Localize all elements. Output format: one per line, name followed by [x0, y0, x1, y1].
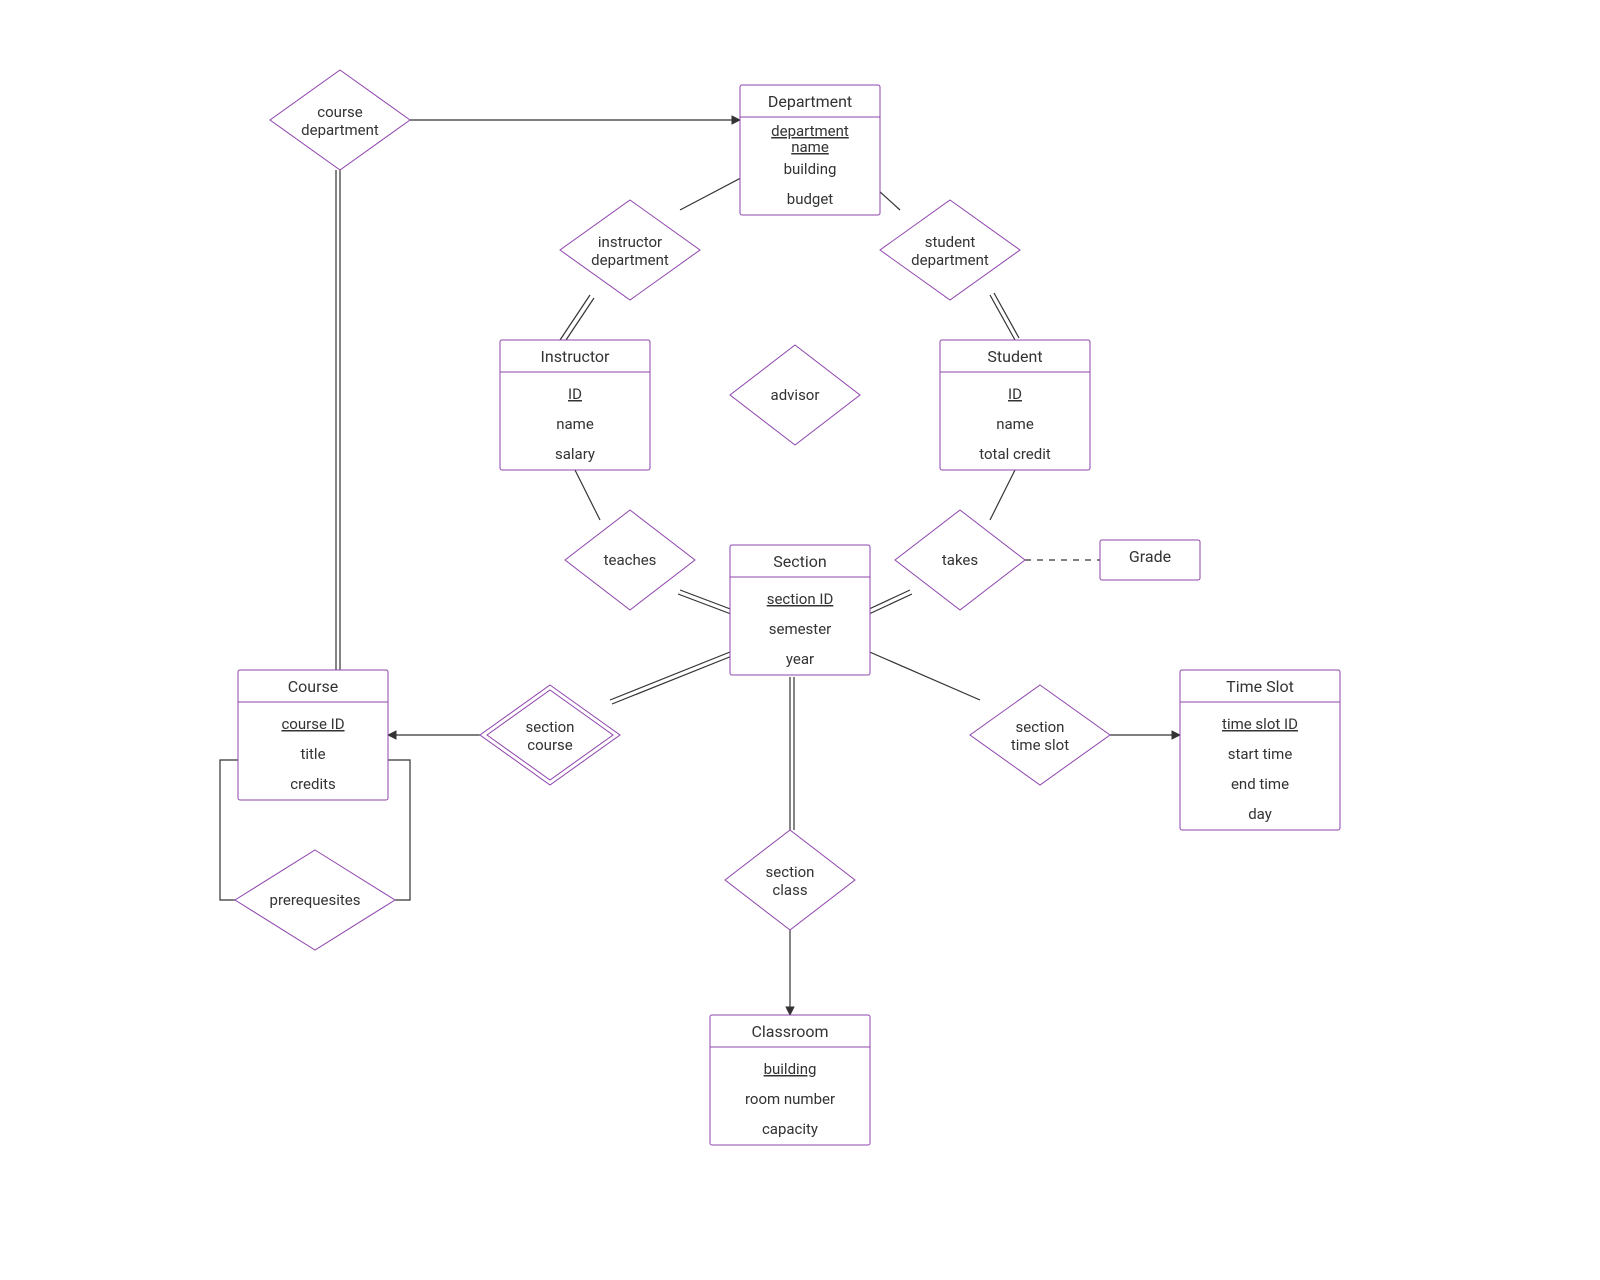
- entity-attr: ID: [568, 385, 582, 403]
- entity-title: Instructor: [541, 347, 611, 366]
- rel-label: teaches: [604, 551, 657, 569]
- relationship-instructor_department: instructordepartment: [560, 200, 700, 300]
- edge: [560, 295, 594, 343]
- entity-attr: total credit: [979, 445, 1051, 463]
- entity-attr: name: [996, 415, 1034, 433]
- rel-label: time slot: [1011, 736, 1069, 754]
- rel-label: instructor: [598, 233, 662, 251]
- entity-attr: budget: [787, 190, 834, 208]
- edge: [990, 293, 1019, 340]
- relationship-section_timeslot: sectiontime slot: [970, 685, 1110, 785]
- entity-attr: building: [784, 160, 837, 178]
- entity-attr: credits: [290, 775, 336, 793]
- edge: [220, 760, 238, 900]
- entity-course: Course course ID title credits: [238, 670, 388, 800]
- entity-attr: time slot ID: [1222, 715, 1298, 733]
- entity-section: Section section ID semester year: [730, 545, 870, 675]
- entity-title: Student: [987, 347, 1042, 366]
- edge: [678, 590, 733, 614]
- rel-label: class: [772, 881, 807, 899]
- rel-label: section: [766, 863, 815, 881]
- entity-attr: salary: [555, 445, 595, 463]
- entity-classroom: Classroom building room number capacity: [710, 1015, 870, 1145]
- edge: [867, 590, 912, 614]
- rel-label: takes: [942, 551, 978, 569]
- edge: [388, 760, 410, 900]
- rel-label: student: [925, 233, 976, 251]
- entity-attr: name: [556, 415, 594, 433]
- rel-label: prerequesites: [270, 891, 361, 909]
- entity-timeslot: Time Slot time slot ID start time end time d…: [1180, 670, 1340, 830]
- entity-attr: ID: [1008, 385, 1022, 403]
- entity-title: Section: [773, 552, 826, 571]
- entity-attr: course ID: [281, 715, 344, 733]
- relationship-student_department: studentdepartment: [880, 200, 1020, 300]
- entity-instructor: Instructor ID name salary: [500, 340, 650, 470]
- entity-attr: title: [300, 745, 325, 763]
- relationship-course_department: coursedepartment: [270, 70, 410, 170]
- relationship-teaches: teaches: [565, 510, 695, 610]
- entity-student: Student ID name total credit: [940, 340, 1090, 470]
- entity-attr: year: [786, 650, 814, 668]
- er-diagram-canvas: coursedepartmentinstructordepartmentstud…: [0, 0, 1600, 1280]
- relationship-takes: takes: [895, 510, 1025, 610]
- entity-attr: end time: [1231, 775, 1289, 793]
- edge: [790, 677, 794, 830]
- entity-title: Course: [288, 677, 339, 696]
- relationship-section_course: sectioncourse: [480, 685, 620, 785]
- edge: [610, 650, 737, 704]
- edge: [575, 470, 600, 520]
- entity-grade: Grade: [1100, 540, 1200, 580]
- entity-title: Time Slot: [1226, 677, 1294, 696]
- entity-title: Department: [768, 92, 852, 111]
- entity-attr: day: [1248, 805, 1272, 823]
- entity-department: Departmentdepartmentnamebuildingbudget: [740, 85, 880, 215]
- edge: [865, 650, 980, 700]
- rel-label: course: [317, 103, 363, 121]
- rel-label: department: [911, 251, 989, 269]
- rel-label: course: [527, 736, 573, 754]
- entity-attr: capacity: [762, 1120, 818, 1138]
- rel-label: section: [1016, 718, 1065, 736]
- relationship-section_class: sectionclass: [725, 830, 855, 930]
- relationship-advisor: advisor: [730, 345, 860, 445]
- entity-title: Grade: [1129, 547, 1171, 566]
- entity-title: Classroom: [751, 1022, 828, 1041]
- entity-attr: section ID: [767, 590, 834, 608]
- edge: [990, 470, 1015, 520]
- entity-attr: building: [764, 1060, 817, 1078]
- entity-attr: room number: [745, 1090, 835, 1108]
- edge: [336, 170, 340, 670]
- rel-label: department: [591, 251, 669, 269]
- rel-label: advisor: [771, 386, 820, 404]
- rel-label: section: [526, 718, 575, 736]
- entity-attr: semester: [769, 620, 832, 638]
- entity-attr: start time: [1228, 745, 1293, 763]
- rel-label: department: [301, 121, 379, 139]
- relationship-prerequisites: prerequesites: [235, 850, 395, 950]
